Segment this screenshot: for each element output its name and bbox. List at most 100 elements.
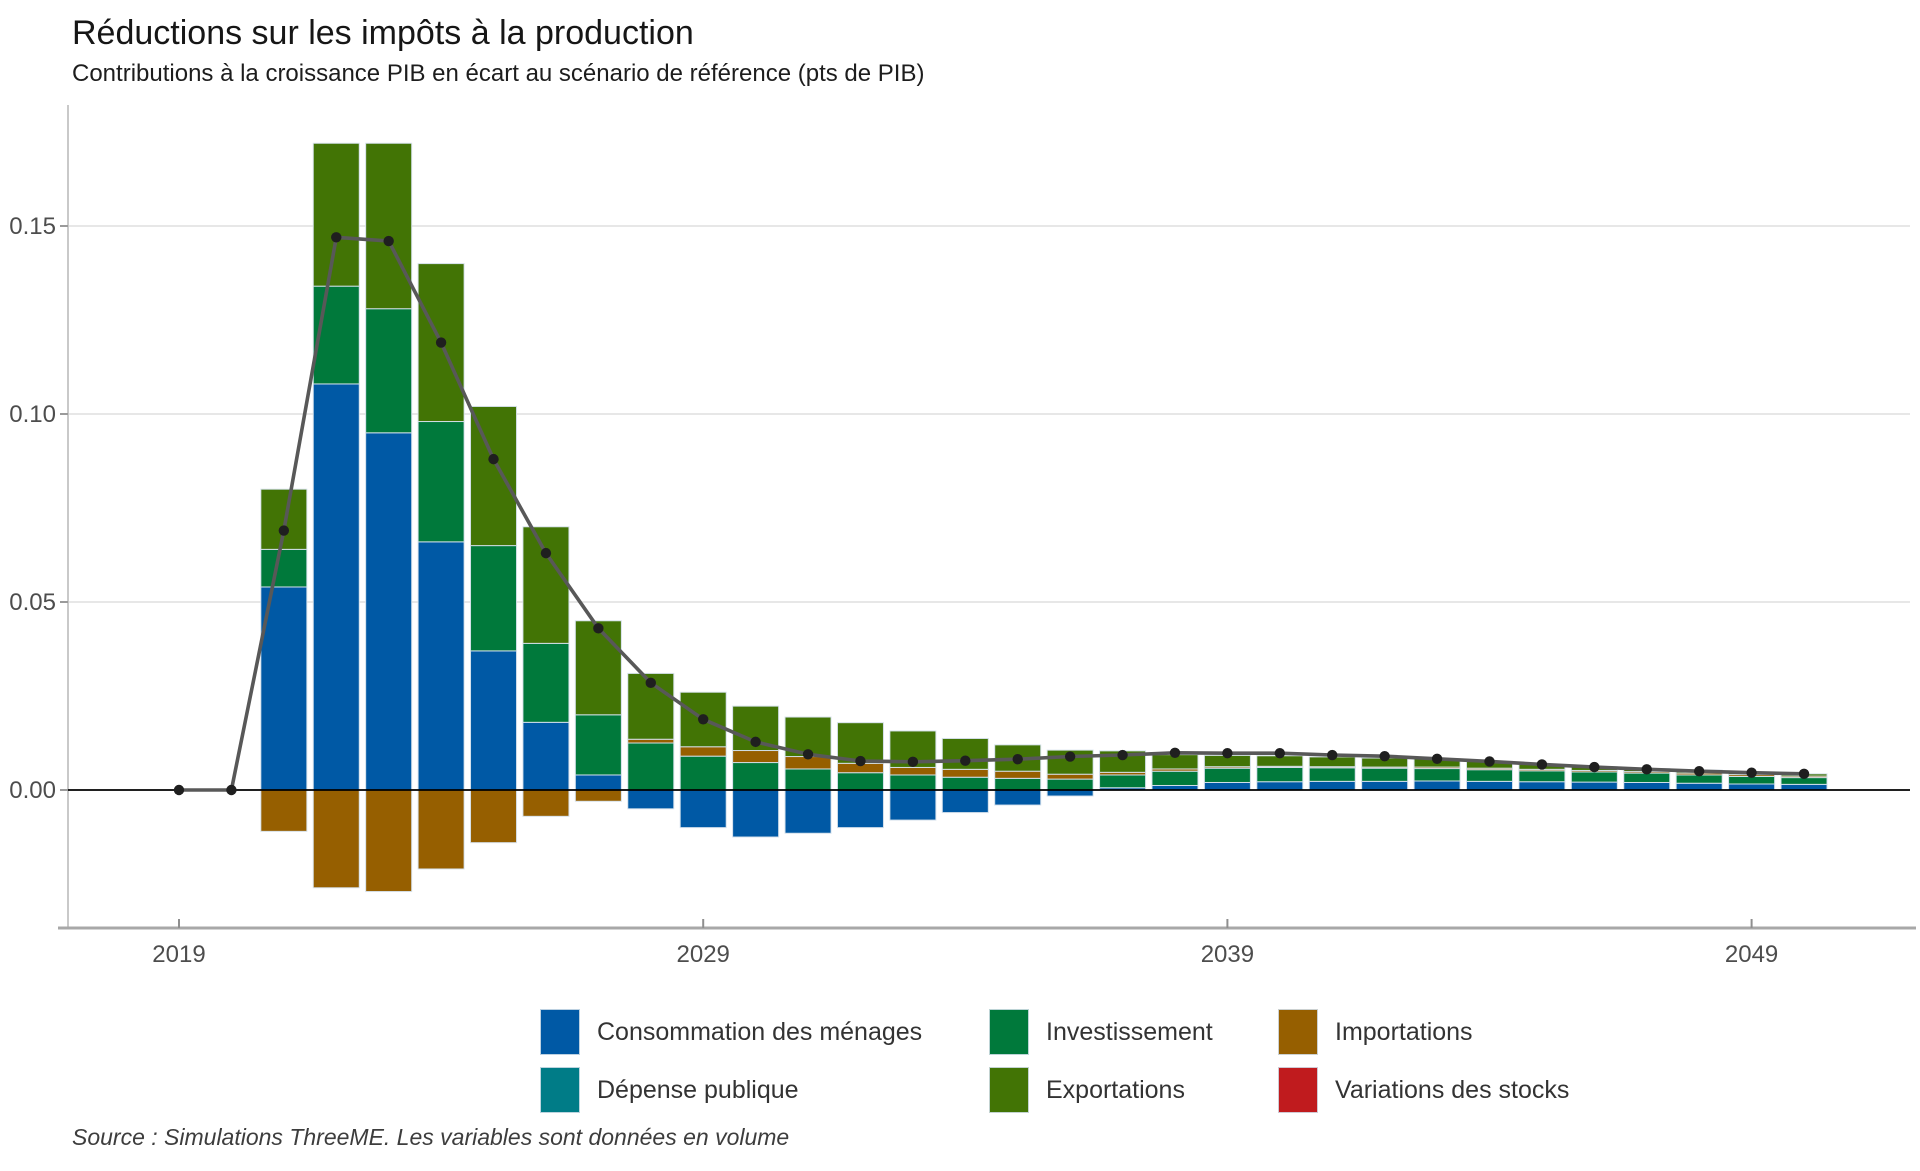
x-tick-label: 2039 — [1201, 941, 1254, 968]
pib-dot — [907, 756, 919, 767]
bar-segment — [679, 746, 727, 757]
consommation-swatch-icon — [540, 1009, 580, 1055]
pib-dot — [1064, 751, 1076, 762]
pib-dot — [540, 547, 552, 559]
bar-segment — [941, 737, 989, 770]
pib-dot — [1641, 764, 1652, 775]
pib-dot — [1746, 767, 1757, 778]
bar-segment — [784, 768, 832, 791]
bar-segment — [1623, 781, 1671, 791]
bar-segment — [994, 770, 1042, 779]
bar-segment — [522, 526, 570, 644]
pib-dot — [645, 677, 656, 689]
bar-segment — [1256, 766, 1304, 783]
legend-column-2: Investissement Exportations — [989, 1008, 1216, 1114]
bar-segment — [627, 789, 675, 810]
investissement-swatch-icon — [989, 1009, 1029, 1055]
bar-segment — [470, 545, 518, 652]
y-tick-label: 0.10 — [9, 401, 56, 428]
bar-segment — [312, 285, 360, 385]
bar-segment — [1361, 780, 1409, 791]
pib-dots-layer — [173, 232, 1810, 796]
bar-segment — [312, 789, 360, 889]
pib-dot — [488, 453, 499, 465]
bar-segment — [574, 774, 622, 791]
source-note: Source : Simulations ThreeME. Les variab… — [72, 1124, 790, 1150]
bar-segment — [994, 777, 1042, 791]
bar-segment — [1413, 768, 1461, 782]
bar-segment — [679, 755, 727, 791]
pib-dot — [1798, 768, 1810, 780]
exportations-swatch-icon — [989, 1067, 1029, 1113]
bar-segment — [1308, 780, 1356, 791]
variations-stocks-swatch-icon — [1278, 1067, 1318, 1113]
bar-segment — [941, 768, 989, 778]
bar-segment — [365, 432, 413, 791]
y-tick-label: 0.15 — [9, 213, 56, 240]
pib-dot — [173, 784, 185, 796]
bar-segment — [732, 789, 780, 838]
bar-segment — [260, 789, 308, 832]
legend-item-variations-stocks: Variations des stocks — [1278, 1066, 1569, 1114]
bar-segment — [260, 548, 308, 588]
bar-segment — [1203, 781, 1251, 791]
pib-dot — [855, 755, 866, 767]
legend-label: Dépense publique — [597, 1075, 799, 1104]
bar-segment — [312, 142, 360, 287]
bar-segment — [1151, 770, 1199, 786]
y-tick-label: 0.05 — [9, 589, 56, 616]
bar-segment — [784, 789, 832, 834]
bar-segment — [732, 762, 780, 791]
bar-segment — [1518, 770, 1566, 783]
pib-dot — [1327, 749, 1338, 761]
bar-segment — [1099, 774, 1147, 789]
bar-segment — [1203, 767, 1251, 783]
pib-dot — [1379, 750, 1390, 762]
bar-segment — [1570, 781, 1618, 791]
depense-publique-swatch-icon — [540, 1067, 580, 1113]
axes-layer: 0.00 0.05 0.10 0.15 — [9, 105, 69, 928]
bar-segment — [365, 308, 413, 434]
bar-segment — [994, 789, 1042, 806]
bar-segment — [679, 789, 727, 829]
bar-segment — [627, 742, 675, 791]
pib-dot — [435, 337, 447, 348]
chart-legend: Consommation des ménages Dépense publiqu… — [540, 1008, 1569, 1114]
bar-segment — [574, 620, 622, 716]
legend-label: Consommation des ménages — [597, 1017, 923, 1046]
chart-title: Réductions sur les impôts à la productio… — [72, 14, 694, 52]
x-tick-label: 2019 — [152, 941, 205, 968]
legend-label: Investissement — [1046, 1017, 1213, 1046]
pib-line — [179, 235, 1805, 792]
legend-item-consommation: Consommation des ménages — [540, 1008, 927, 1056]
legend-item-importations: Importations — [1278, 1008, 1569, 1056]
bar-segment — [1518, 781, 1566, 791]
pib-dot — [593, 623, 604, 634]
bar-segment — [417, 541, 465, 791]
pib-dot — [1431, 753, 1443, 764]
bar-segment — [732, 750, 780, 764]
bar-segment — [836, 789, 884, 829]
bar-segment — [889, 789, 937, 821]
pib-dot — [278, 525, 290, 536]
bar-segment — [522, 642, 570, 723]
x-tick-label: 2049 — [1725, 941, 1778, 968]
bar-segment — [574, 789, 622, 802]
pib-dot — [1484, 756, 1495, 767]
bars-layer — [260, 142, 1828, 893]
pib-dot — [331, 232, 342, 243]
y-tick-label: 0.00 — [9, 777, 56, 804]
bar-segment — [417, 421, 465, 543]
bar-segment — [312, 383, 360, 791]
bar-segment — [1413, 780, 1461, 791]
pib-dot — [1589, 761, 1600, 773]
pib-dot — [698, 714, 709, 725]
legend-column-1: Consommation des ménages Dépense publiqu… — [540, 1008, 927, 1114]
pib-dot — [750, 736, 761, 748]
bar-segment — [522, 789, 570, 817]
bar-segment — [470, 789, 518, 844]
legend-item-investissement: Investissement — [989, 1008, 1216, 1056]
bar-segment — [941, 789, 989, 814]
bar-segment — [1675, 782, 1723, 791]
